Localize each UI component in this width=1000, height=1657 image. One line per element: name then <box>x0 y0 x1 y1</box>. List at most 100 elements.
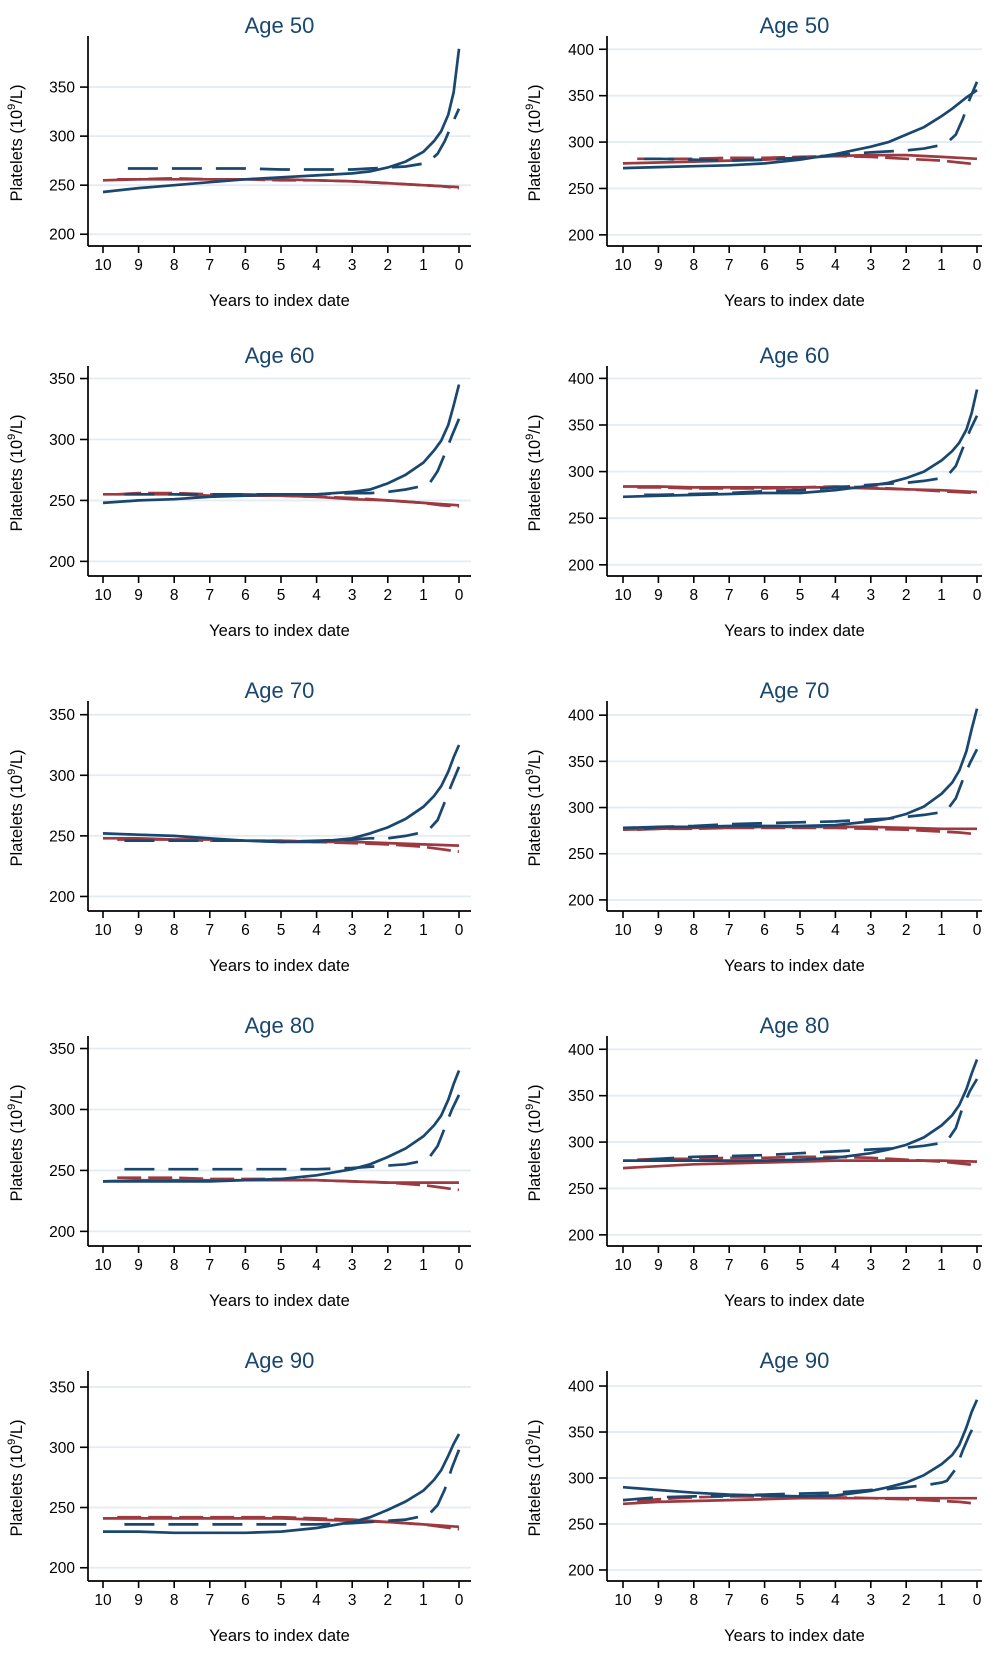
panel-age-80-left: 200 250 300 350 10 9 8 7 6 5 4 3 2 1 0 Age 80 Years to i… <box>0 1000 500 1322</box>
x-tick-label: 3 <box>866 1592 875 1609</box>
chart-title: Age 90 <box>245 1348 315 1373</box>
x-tick-label: 2 <box>383 587 392 604</box>
x-tick-label: 6 <box>760 257 769 274</box>
panel-age-60-left: 200 250 300 350 10 9 8 7 6 5 4 3 2 1 0 Age 60 Years to i… <box>0 330 500 652</box>
y-tick-label: 200 <box>568 1562 594 1579</box>
x-tick-label: 5 <box>277 257 286 274</box>
y-tick-label: 300 <box>49 129 75 146</box>
x-tick-label: 5 <box>277 1257 286 1274</box>
x-tick-label: 3 <box>348 257 357 274</box>
x-tick-label: 3 <box>348 1592 357 1609</box>
series-navy-solid <box>103 1070 461 1183</box>
x-tick-label: 1 <box>419 257 428 274</box>
x-tick-label: 10 <box>614 1257 632 1274</box>
x-axis-label: Years to index date <box>209 1292 350 1310</box>
y-tick-label: 300 <box>49 1102 75 1119</box>
series-navy-dashed <box>124 418 461 496</box>
x-tick-label: 3 <box>866 1257 875 1274</box>
x-tick-label: 6 <box>760 1592 769 1609</box>
series-navy-solid <box>622 1399 979 1498</box>
y-tick-label: 350 <box>568 1425 594 1442</box>
y-axis-label-post: /L) <box>8 1419 26 1438</box>
x-tick-label: 10 <box>94 1592 112 1609</box>
y-axis-label-pre: Platelets (10 <box>526 1110 544 1202</box>
y-axis-label-sup: 9 <box>524 104 536 110</box>
y-tick-label: 300 <box>568 464 594 481</box>
x-tick-label: 5 <box>277 922 286 939</box>
y-axis-label: Platelets (109/L) <box>6 1419 26 1536</box>
chart-title: Age 50 <box>245 13 315 38</box>
panel-age-80-right: 200 250 300 350 400 10 9 8 7 6 5 4 3 2 1 0 Age 80 Years t… <box>500 1000 1000 1322</box>
y-axis-label-post: /L) <box>8 749 26 768</box>
x-tick-label: 7 <box>205 1257 214 1274</box>
x-tick-label: 2 <box>902 1257 911 1274</box>
y-axis-label-sup: 9 <box>524 769 536 775</box>
x-axis-label: Years to index date <box>209 622 350 640</box>
x-tick-label: 3 <box>348 922 357 939</box>
x-tick-label: 8 <box>689 257 698 274</box>
y-axis-label: Platelets (109/L) <box>6 84 26 201</box>
y-axis-label: Platelets (109/L) <box>6 749 26 866</box>
x-tick-label: 8 <box>170 1257 179 1274</box>
y-tick-label: 250 <box>49 493 75 510</box>
y-tick-label: 300 <box>568 1135 594 1152</box>
y-axis-label-post: /L) <box>8 1084 26 1103</box>
x-tick-label: 0 <box>973 587 982 604</box>
series-maroon-dashed <box>637 485 978 495</box>
series-navy-solid <box>622 389 979 499</box>
y-tick-label: 200 <box>568 227 594 244</box>
y-tick-label: 400 <box>568 1042 594 1059</box>
y-axis-label-sup: 9 <box>524 434 536 440</box>
y-axis-label-sup: 9 <box>524 1104 536 1110</box>
y-axis-label: Platelets (109/L) <box>524 1084 544 1201</box>
y-axis-label-post: /L) <box>526 414 544 433</box>
x-tick-label: 4 <box>831 1257 840 1274</box>
x-tick-label: 7 <box>725 1592 734 1609</box>
x-tick-label: 2 <box>383 1592 392 1609</box>
x-tick-label: 7 <box>205 587 214 604</box>
series-navy-dashed <box>644 415 979 497</box>
series-maroon-dashed <box>117 491 460 508</box>
x-tick-label: 1 <box>937 587 946 604</box>
x-tick-label: 1 <box>419 1592 428 1609</box>
series-navy-solid <box>102 384 461 505</box>
x-tick-label: 2 <box>902 257 911 274</box>
x-tick-label: 2 <box>902 1592 911 1609</box>
y-axis-label-post: /L) <box>8 414 26 433</box>
y-tick-label: 350 <box>49 1041 75 1058</box>
series-navy-solid <box>622 708 979 830</box>
x-tick-label: 8 <box>689 1257 698 1274</box>
y-axis-label-pre: Platelets (10 <box>526 110 544 202</box>
y-axis-label-pre: Platelets (10 <box>526 440 544 532</box>
x-tick-label: 1 <box>937 922 946 939</box>
y-tick-label: 300 <box>49 432 75 449</box>
y-tick-label: 250 <box>49 178 75 195</box>
x-tick-label: 6 <box>760 1257 769 1274</box>
y-tick-label: 350 <box>568 417 594 434</box>
x-tick-label: 6 <box>241 257 250 274</box>
series-navy-dashed <box>622 1419 979 1502</box>
x-tick-label: 9 <box>654 587 663 604</box>
y-axis-label-post: /L) <box>526 749 544 768</box>
y-axis-label-pre: Platelets (10 <box>8 1110 26 1202</box>
x-axis-label: Years to index date <box>724 1292 865 1310</box>
y-axis-label-sup: 9 <box>524 1439 536 1445</box>
x-axis-label: Years to index date <box>209 957 350 975</box>
y-tick-label: 400 <box>568 371 594 388</box>
series-maroon-dashed <box>117 1515 460 1531</box>
chart-title: Age 80 <box>760 1013 830 1038</box>
y-axis-label: Platelets (109/L) <box>524 1419 544 1536</box>
x-tick-label: 0 <box>455 922 464 939</box>
x-tick-label: 0 <box>973 922 982 939</box>
x-tick-label: 6 <box>241 922 250 939</box>
x-tick-label: 2 <box>383 1257 392 1274</box>
y-tick-label: 350 <box>49 707 75 724</box>
x-tick-label: 6 <box>760 922 769 939</box>
x-tick-label: 7 <box>205 257 214 274</box>
y-axis-label: Platelets (109/L) <box>524 414 544 531</box>
y-axis-label-sup: 9 <box>6 769 18 775</box>
x-axis-label: Years to index date <box>209 1627 350 1645</box>
y-tick-label: 250 <box>568 511 594 528</box>
